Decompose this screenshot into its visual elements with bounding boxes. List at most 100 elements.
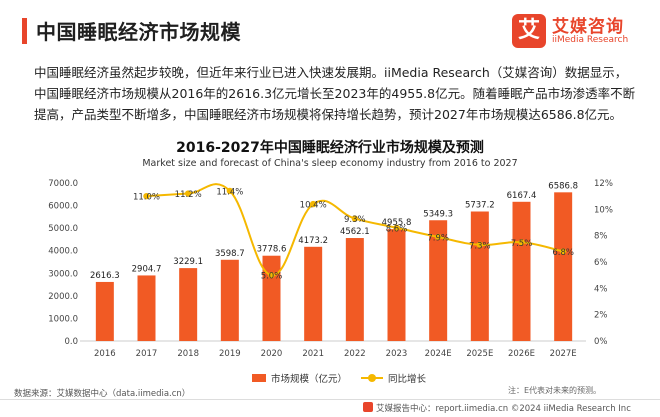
growth-point-2019 [226,187,234,195]
forecast-note: 注：E代表对未来的预测。 [508,386,602,395]
y-right-tick-label: 0% [594,337,608,347]
x-tick-label: 2024E [425,349,452,359]
growth-point-2018 [184,190,192,197]
bar-2020 [262,255,281,341]
bar-2016 [95,281,114,341]
legend-line-swatch-icon [361,374,384,382]
description-line-3: 提高，产品类型不断增多，中国睡眠经济市场规模将保持增长趋势，预计2027年市场规… [34,107,623,122]
legend-line-label: 同比增长 [388,374,427,385]
bar-2026E [512,201,531,341]
legend-bar-swatch-icon [252,374,266,382]
growth-value-label: 11.0% [133,193,160,203]
y-left-tick-label: 5000.0 [48,224,78,234]
y-right-tick-label: 10% [594,205,613,215]
x-tick-label: 2027E [550,349,577,359]
x-tick-label: 2022 [344,349,366,359]
growth-value-label: 10.4% [300,201,327,211]
data-source: 数据来源：艾媒数据中心（data.iimedia.cn） [14,389,191,399]
growth-value-label: 11.2% [175,190,202,200]
top-bar [0,0,660,6]
growth-point-2017 [143,192,150,200]
growth-value-label: 7.9% [427,233,449,243]
y-left-tick-label: 3000.0 [48,269,78,279]
growth-point-2022 [351,215,359,222]
growth-point-2026E [518,239,525,246]
x-tick-label: 2026E [508,349,535,359]
y-left-tick-label: 6000.0 [48,202,78,212]
growth-point-2021 [309,200,317,208]
brand-logo: 艾 艾媒咨询 iiMedia Research [512,12,642,52]
bar-value-label: 3598.7 [215,249,245,259]
y-left-tick-label: 4000.0 [48,247,78,257]
bar-2021 [304,246,323,341]
y-right-tick-label: 12% [594,179,613,189]
growth-point-2025E [476,241,484,249]
page-title: 中国睡眠经济市场规模 [36,20,241,44]
logo-mark-icon: 艾 [512,14,546,48]
chart-subtitle: Market size and forecast of China's slee… [142,158,518,169]
growth-point-2024E [434,233,442,241]
y-right-tick-label: 6% [594,258,608,268]
growth-value-label: 8.6% [386,224,408,234]
y-left-tick-label: 0.0 [64,337,78,347]
logo-english-name: iiMedia Research [552,35,629,45]
growth-point-2023 [393,224,400,231]
footer-divider [0,399,660,400]
legend-bar-label: 市场规模（亿元） [271,374,348,385]
bar-2022 [345,238,364,341]
bar-value-label: 2904.7 [132,264,162,274]
bar-2017 [137,275,156,341]
growth-value-label: 9.3% [344,215,366,225]
bar-2023 [387,229,406,341]
y-right-tick-label: 2% [594,311,608,321]
y-left-tick-label: 2000.0 [48,292,78,302]
growth-rate-line [146,183,564,277]
footer: 艾媒报告中心：report.iimedia.cn ©2024 iiMedia R… [363,402,631,414]
bar-value-label: 3778.6 [257,245,287,255]
growth-value-label: 7.3% [469,241,491,251]
bar-value-label: 4955.8 [382,218,412,228]
chart-legend: 市场规模（亿元） 同比增长 [252,371,426,385]
footer-text: 艾媒报告中心：report.iimedia.cn ©2024 iiMedia R… [376,404,631,414]
bar-2027E [554,192,573,341]
description: 中国睡眠经济虽然起步较晚，但近年来行业已进入快速发展期。iiMedia Rese… [34,62,636,125]
legend-item-bar: 市场规模（亿元） [252,371,347,385]
growth-value-label: 11.4% [216,187,243,197]
y-left-tick-label: 1000.0 [48,314,78,324]
x-tick-label: 2021 [302,349,324,359]
growth-value-label: 5.0% [261,272,283,282]
title-accent-bar [22,18,27,44]
bar-2024E [429,220,448,341]
y-left-tick-label: 7000.0 [48,179,78,189]
bar-value-label: 6167.4 [507,191,537,201]
x-tick-label: 2025E [466,349,493,359]
bar-value-label: 4173.2 [298,236,328,246]
description-line-2: 中国睡眠经济市场规模从2016年的2616.3亿元增长至2023年的4955.8… [34,86,636,101]
bar-2018 [179,268,198,341]
x-tick-label: 2016 [94,349,116,359]
bar-value-label: 5737.2 [465,201,495,211]
description-line-1: 中国睡眠经济虽然起步较晚，但近年来行业已进入快速发展期。iiMedia Rese… [34,65,628,80]
bar-2019 [220,259,239,341]
growth-point-2020 [268,271,275,279]
growth-value-label: 7.5% [511,239,533,249]
x-tick-label: 2018 [177,349,199,359]
chart-title: 2016-2027年中国睡眠经济行业市场规模及预测 [176,140,484,156]
growth-point-2027E [559,248,567,255]
x-tick-label: 2017 [136,349,158,359]
bar-value-label: 3229.1 [173,257,203,267]
bar-value-label: 5349.3 [423,209,453,219]
bar-value-label: 6586.8 [548,181,578,191]
bar-value-label: 2616.3 [90,271,120,281]
x-tick-label: 2019 [219,349,241,359]
x-tick-label: 2020 [261,349,283,359]
legend-item-line: 同比增长 [361,371,426,385]
bar-value-label: 4562.1 [340,227,370,237]
logo-chinese-name: 艾媒咨询 [552,17,624,37]
bar-2025E [470,211,489,341]
x-tick-label: 2023 [386,349,408,359]
y-right-tick-label: 8% [594,232,608,242]
y-right-tick-label: 4% [594,284,608,294]
footer-logo-icon [363,402,373,412]
